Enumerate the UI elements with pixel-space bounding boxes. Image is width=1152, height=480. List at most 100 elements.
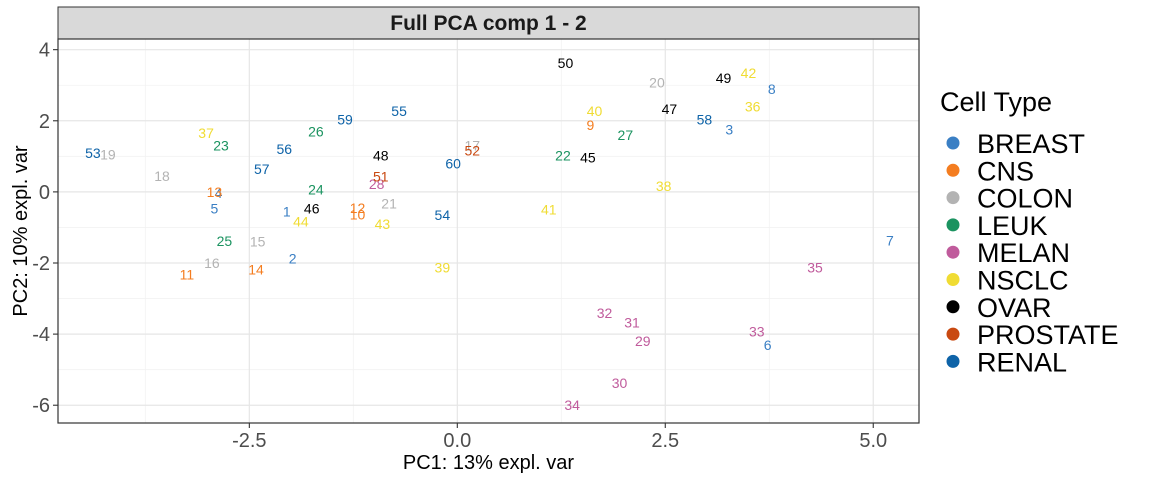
point-label-32: 32 <box>597 305 613 321</box>
point-label-22: 22 <box>555 147 571 163</box>
point-label-3: 3 <box>725 122 733 138</box>
point-label-44: 44 <box>293 213 309 229</box>
point-label-48: 48 <box>373 147 389 163</box>
y-tick-label: -4 <box>32 324 50 346</box>
point-label-54: 54 <box>435 207 451 223</box>
y-tick-label: -2 <box>32 253 50 275</box>
point-label-49: 49 <box>716 70 732 86</box>
point-label-20: 20 <box>649 74 665 90</box>
point-label-5: 5 <box>210 201 218 217</box>
point-label-7: 7 <box>886 233 894 249</box>
legend-label-ovar: OVAR <box>977 293 1052 323</box>
point-label-57: 57 <box>254 161 270 177</box>
point-label-18: 18 <box>154 168 170 184</box>
point-label-38: 38 <box>656 178 672 194</box>
x-tick-label: 5.0 <box>859 430 887 452</box>
y-axis-title: PC2: 10% expl. var <box>10 145 32 317</box>
point-label-42: 42 <box>741 65 757 81</box>
point-label-56: 56 <box>276 141 292 157</box>
point-label-16: 16 <box>204 255 220 271</box>
legend-key-melan <box>946 245 960 259</box>
point-label-36: 36 <box>745 99 761 115</box>
legend-key-breast <box>946 136 960 150</box>
point-label-50: 50 <box>558 55 574 71</box>
legend: Cell Type BREASTCNSCOLONLEUKMELANNSCLCOV… <box>940 87 1119 377</box>
point-label-24: 24 <box>308 181 324 197</box>
point-label-60: 60 <box>445 155 461 171</box>
point-label-37: 37 <box>198 125 214 141</box>
point-label-47: 47 <box>662 101 678 117</box>
point-label-26: 26 <box>308 123 324 139</box>
point-label-10: 10 <box>350 206 366 222</box>
point-label-8: 8 <box>768 81 776 97</box>
point-label-11: 11 <box>180 267 195 283</box>
point-label-4: 4 <box>215 185 223 201</box>
legend-label-leuk: LEUK <box>977 211 1048 241</box>
legend-key-prostate <box>946 327 960 341</box>
legend-label-colon: COLON <box>977 184 1073 214</box>
point-label-52: 52 <box>464 142 480 158</box>
legend-label-breast: BREAST <box>977 129 1085 159</box>
point-label-2: 2 <box>289 251 297 267</box>
point-label-15: 15 <box>250 234 266 250</box>
legend-key-nsclc <box>946 273 960 286</box>
y-tick-label: 0 <box>39 182 50 204</box>
point-label-23: 23 <box>213 138 229 154</box>
legend-label-prostate: PROSTATE <box>977 320 1119 350</box>
point-label-45: 45 <box>580 149 596 165</box>
legend-key-cns <box>946 163 960 177</box>
point-label-51: 51 <box>373 169 389 185</box>
point-label-31: 31 <box>624 315 640 331</box>
point-label-1: 1 <box>283 203 291 219</box>
legend-key-colon <box>946 191 960 205</box>
point-label-55: 55 <box>391 103 407 119</box>
x-axis-title: PC1: 13% expl. var <box>403 452 575 474</box>
point-label-17: 17 <box>464 138 480 154</box>
point-label-27: 27 <box>618 127 634 143</box>
y-tick-label: -6 <box>32 395 50 417</box>
point-label-33: 33 <box>749 324 765 340</box>
point-label-14: 14 <box>248 261 264 277</box>
point-label-13: 13 <box>207 184 223 200</box>
point-label-19: 19 <box>100 147 116 163</box>
chart-title: Full PCA comp 1 - 2 <box>390 12 586 35</box>
legend-title: Cell Type <box>940 87 1052 117</box>
point-label-29: 29 <box>635 333 651 349</box>
point-label-6: 6 <box>764 337 772 353</box>
legend-key-renal <box>946 354 960 368</box>
legend-label-renal: RENAL <box>977 347 1067 377</box>
point-label-28: 28 <box>369 176 385 192</box>
point-label-39: 39 <box>435 259 451 275</box>
point-label-21: 21 <box>381 195 397 211</box>
legend-label-cns: CNS <box>977 156 1034 186</box>
point-label-41: 41 <box>541 202 557 218</box>
point-label-35: 35 <box>807 259 823 275</box>
y-tick-label: 2 <box>39 111 50 133</box>
point-label-43: 43 <box>375 216 391 232</box>
point-label-40: 40 <box>587 103 603 119</box>
point-label-46: 46 <box>304 201 320 217</box>
point-label-58: 58 <box>697 112 713 128</box>
x-tick-label: -2.5 <box>232 430 266 452</box>
point-label-59: 59 <box>337 112 353 128</box>
point-label-53: 53 <box>85 145 101 161</box>
grid-lines <box>58 39 919 423</box>
legend-label-melan: MELAN <box>977 238 1070 268</box>
plot-panel-border <box>57 38 920 424</box>
facet-strip <box>57 6 920 40</box>
point-label-25: 25 <box>217 233 233 249</box>
point-labels: 1234567891011121314151617181920212223242… <box>85 55 894 413</box>
point-label-30: 30 <box>612 375 628 391</box>
plot-panel <box>58 39 919 423</box>
legend-label-nsclc: NSCLC <box>977 266 1069 296</box>
legend-key-leuk <box>946 218 960 232</box>
point-label-34: 34 <box>564 397 580 413</box>
y-tick-label: 4 <box>39 40 50 62</box>
x-tick-label: 0.0 <box>443 430 471 452</box>
legend-key-ovar <box>946 300 960 314</box>
point-label-12: 12 <box>350 200 366 216</box>
point-label-9: 9 <box>587 117 595 133</box>
x-tick-label: 2.5 <box>651 430 679 452</box>
